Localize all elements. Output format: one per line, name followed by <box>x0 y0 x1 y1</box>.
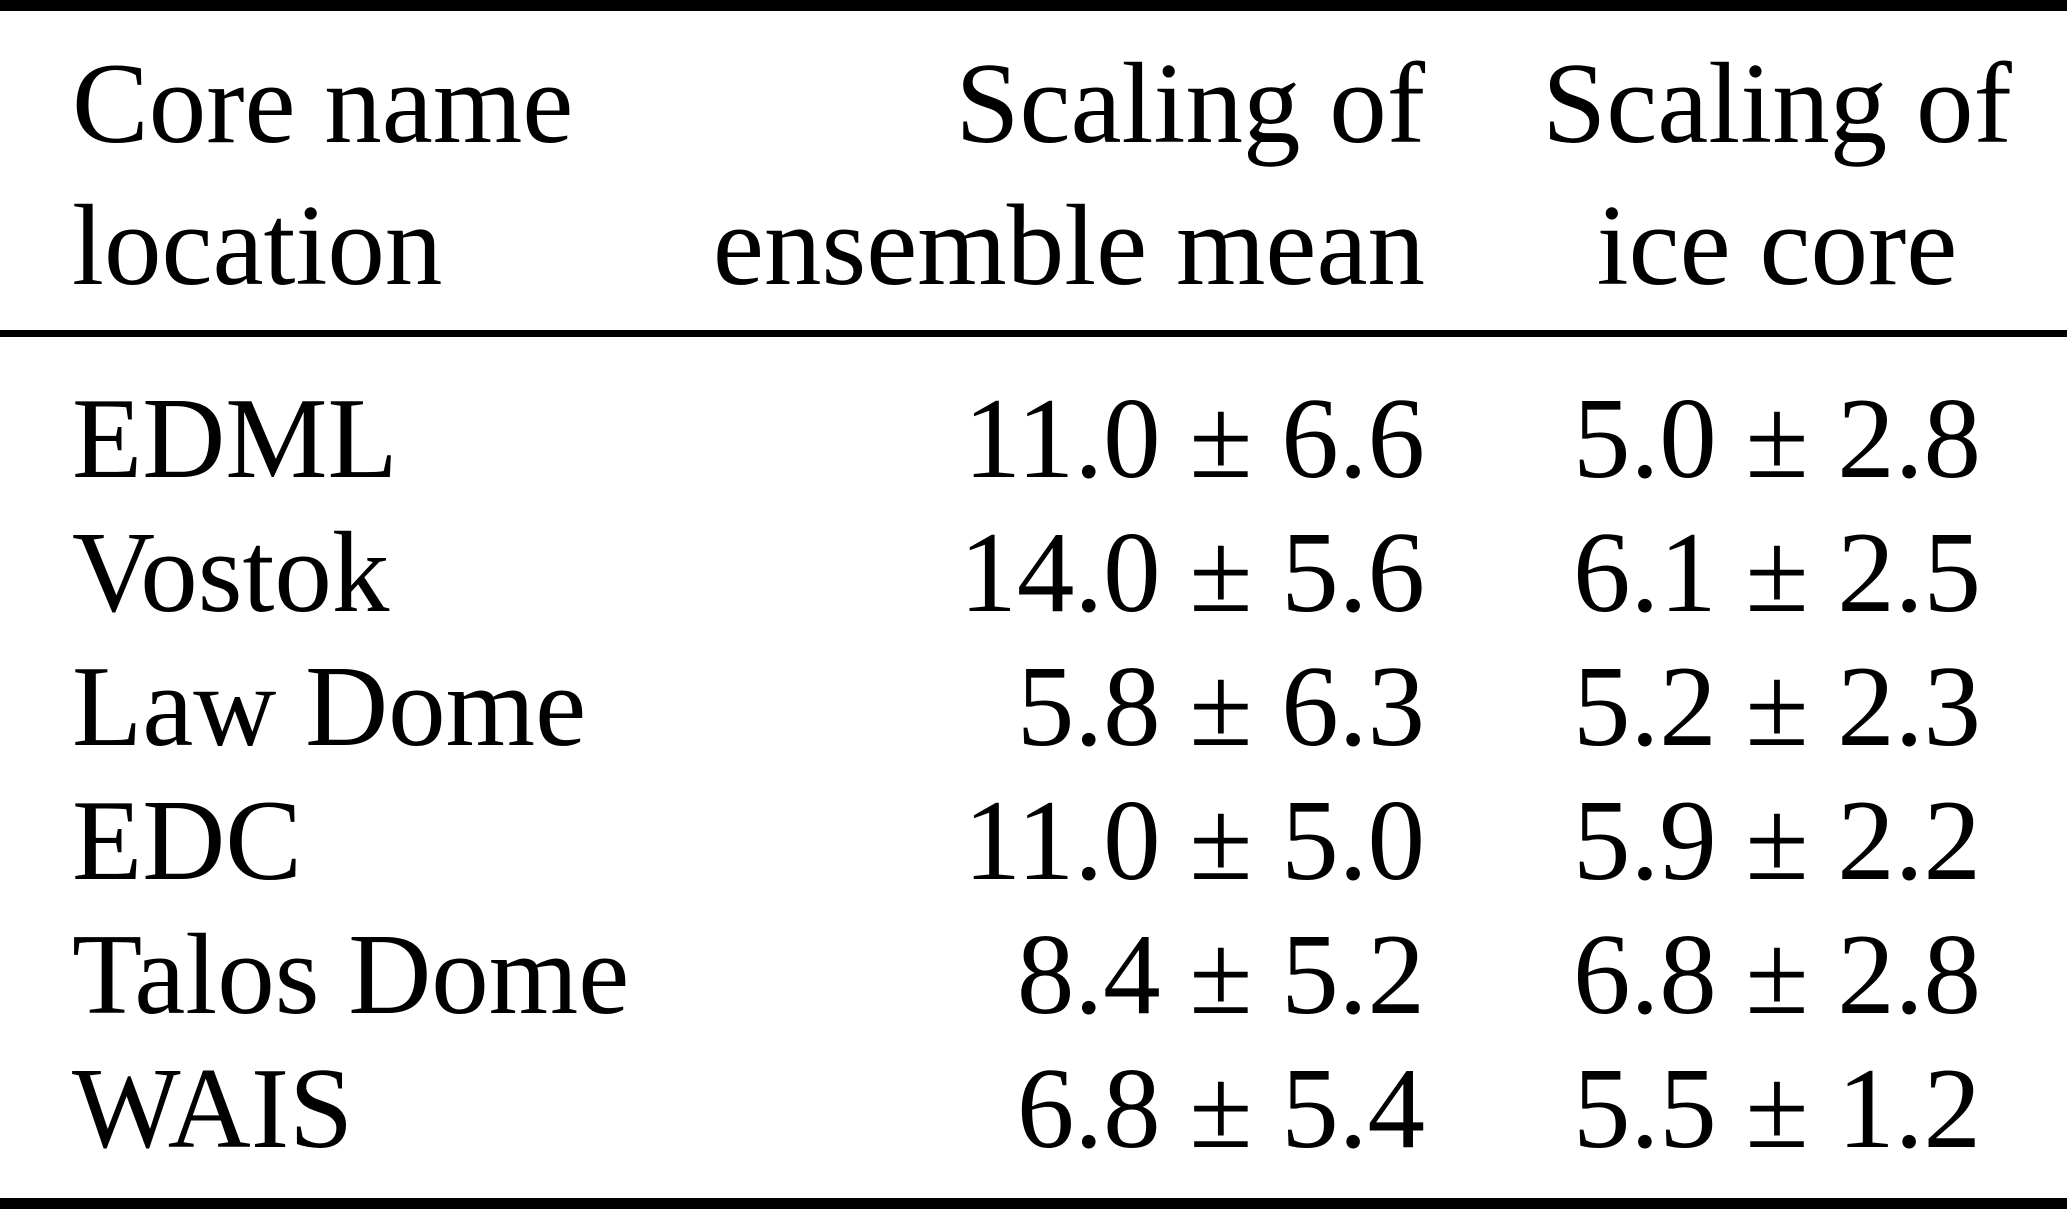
ice-core-cell: 5.2 ± 2.3 <box>1572 643 1982 770</box>
ice-core-cell: 5.9 ± 2.2 <box>1572 777 1982 904</box>
table-row: Talos Dome 8.4 ± 5.2 6.8 ± 2.8 <box>0 908 2067 1042</box>
core-name-cell: Talos Dome <box>72 911 630 1038</box>
header-ice-line1: Scaling of <box>1542 40 2012 167</box>
table-row: EDC 11.0 ± 5.0 5.9 ± 2.2 <box>0 774 2067 908</box>
core-name-cell: Vostok <box>72 509 390 636</box>
header-scaling-ensemble-mean: Scaling of ensemble mean <box>700 33 1425 317</box>
ensemble-mean-cell: 11.0 ± 5.0 <box>963 777 1425 904</box>
ensemble-mean-cell: 11.0 ± 6.6 <box>963 375 1425 502</box>
table-body: EDML 11.0 ± 6.6 5.0 ± 2.8 Vostok 14.0 ± … <box>0 372 2067 1176</box>
ice-core-cell: 5.5 ± 1.2 <box>1572 1045 1982 1172</box>
ensemble-mean-cell: 8.4 ± 5.2 <box>1016 911 1425 1038</box>
table-row: EDML 11.0 ± 6.6 5.0 ± 2.8 <box>0 372 2067 506</box>
table-row: WAIS 6.8 ± 5.4 5.5 ± 1.2 <box>0 1042 2067 1176</box>
ice-core-cell: 6.1 ± 2.5 <box>1572 509 1982 636</box>
core-name-cell: EDML <box>72 375 398 502</box>
table-header: Core name location Scaling of ensemble m… <box>0 33 2067 317</box>
table-row: Law Dome 5.8 ± 6.3 5.2 ± 2.3 <box>0 640 2067 774</box>
ensemble-mean-cell: 5.8 ± 6.3 <box>1016 643 1425 770</box>
core-name-cell: EDC <box>72 777 302 904</box>
table-row: Vostok 14.0 ± 5.6 6.1 ± 2.5 <box>0 506 2067 640</box>
header-ice-line2: ice core <box>1596 182 1958 309</box>
ensemble-mean-cell: 14.0 ± 5.6 <box>959 509 1425 636</box>
ensemble-mean-cell: 6.8 ± 5.4 <box>1016 1045 1425 1172</box>
table-bottom-rule <box>0 1198 2067 1209</box>
header-ensemble-line2: ensemble mean <box>712 182 1425 309</box>
table-header-rule <box>0 330 2067 337</box>
ice-core-cell: 6.8 ± 2.8 <box>1572 911 1982 1038</box>
header-core-line1: Core name <box>72 40 574 167</box>
ice-core-cell: 5.0 ± 2.8 <box>1572 375 1982 502</box>
header-core-name-location: Core name location <box>0 33 700 317</box>
core-name-cell: WAIS <box>72 1045 354 1172</box>
table-top-rule <box>0 0 2067 11</box>
core-name-cell: Law Dome <box>72 643 587 770</box>
header-core-line2: location <box>72 182 443 309</box>
header-ensemble-line1: Scaling of <box>955 40 1426 167</box>
header-scaling-ice-core: Scaling of ice core <box>1425 33 2067 317</box>
